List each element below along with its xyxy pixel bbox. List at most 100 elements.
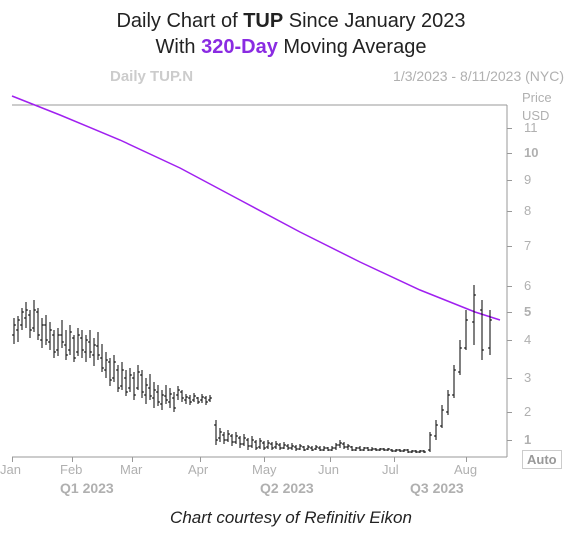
ohlc-bar <box>250 436 254 448</box>
ohlc-bar <box>128 368 132 392</box>
ohlc-bar <box>192 393 196 402</box>
yaxis-tick: 11 <box>524 120 538 135</box>
ohlc-bar <box>330 446 334 451</box>
ohlc-bar <box>184 394 188 404</box>
ohlc-bar <box>136 365 140 390</box>
ohlc-bar <box>200 394 204 403</box>
ohlc-bar <box>172 392 176 412</box>
ohlc-bar <box>390 449 394 452</box>
ohlc-bar <box>464 310 468 350</box>
plot-svg <box>0 0 520 470</box>
ohlc-bar <box>24 302 28 328</box>
ohlc-bar <box>318 446 322 451</box>
ohlc-bar <box>346 444 350 450</box>
ohlc-bar <box>472 285 476 345</box>
ohlc-bar <box>458 340 462 375</box>
ohlc-bar <box>278 443 282 450</box>
moving-average-line <box>12 96 500 320</box>
ohlc-bar <box>242 434 246 446</box>
ohlc-bar <box>108 358 112 386</box>
ohlc-bar <box>56 328 60 356</box>
ohlc-bar <box>168 388 172 408</box>
yaxis-tick: 6 <box>524 278 531 293</box>
ohlc-bar <box>238 436 242 448</box>
ohlc-bar <box>418 450 422 453</box>
ohlc-bar <box>374 448 378 451</box>
ohlc-bar <box>148 374 152 400</box>
ohlc-bar <box>254 440 258 450</box>
auto-scale-label: Auto <box>522 450 562 469</box>
yaxis-tick: 1 <box>524 432 531 447</box>
ohlc-bar <box>322 446 326 451</box>
xaxis-quarter-label: Q2 2023 <box>260 480 314 496</box>
ohlc-bar <box>382 448 386 451</box>
ohlc-bar <box>132 372 136 400</box>
ohlc-bar <box>326 447 330 451</box>
ohlc-bar <box>226 430 230 442</box>
ohlc-bar <box>452 365 456 398</box>
ohlc-bar <box>394 449 398 452</box>
ohlc-bar <box>234 432 238 444</box>
ohlc-bar <box>120 362 124 390</box>
yaxis-tick: 10 <box>524 145 538 160</box>
ohlc-bar <box>302 446 306 451</box>
ohlc-bar <box>20 308 24 330</box>
ohlc-bar <box>76 328 80 356</box>
ohlc-bar <box>266 440 270 449</box>
ohlc-bar <box>84 335 88 362</box>
ohlc-bar <box>406 449 410 453</box>
ohlc-bar <box>104 352 108 378</box>
ohlc-bar <box>314 445 318 450</box>
yaxis-tick: 3 <box>524 370 531 385</box>
ohlc-bar <box>188 395 192 405</box>
xaxis-quarter-label: Q1 2023 <box>60 480 114 496</box>
ohlc-bar <box>422 450 426 453</box>
ohlc-bar <box>156 385 160 406</box>
ohlc-bar <box>410 450 414 453</box>
ohlc-bar <box>398 449 402 452</box>
ohlc-bar <box>230 434 234 446</box>
ohlc-bar <box>386 448 390 451</box>
ohlc-bar <box>440 405 444 428</box>
ohlc-bar <box>96 332 100 360</box>
ohlc-bar <box>176 386 180 400</box>
yaxis-tick: 5 <box>524 304 531 319</box>
ohlc-bar <box>414 450 418 453</box>
ohlc-bar <box>204 396 208 405</box>
ohlc-bar <box>282 442 286 449</box>
ohlc-bar <box>92 338 96 366</box>
ohlc-bar <box>112 355 116 382</box>
ohlc-bar <box>180 390 184 402</box>
ohlc-bar <box>214 420 218 445</box>
ohlc-bar <box>270 442 274 450</box>
ohlc-bar <box>402 449 406 452</box>
ohlc-bar <box>60 320 64 348</box>
chart-caption: Chart courtesy of Refinitiv Eikon <box>0 508 582 528</box>
ohlc-bar <box>196 397 200 404</box>
yaxis-tick: 8 <box>524 203 531 218</box>
ohlc-bar <box>446 390 450 415</box>
ohlc-bar <box>52 330 56 358</box>
ohlc-bar <box>80 330 84 358</box>
ohlc-bar <box>64 330 68 360</box>
ohlc-bar <box>366 447 370 451</box>
ohlc-bar <box>12 318 16 344</box>
xaxis-quarter-label: Q3 2023 <box>410 480 464 496</box>
yaxis-tick: 9 <box>524 172 531 187</box>
ohlc-bar <box>480 300 484 360</box>
ohlc-bar <box>218 428 222 442</box>
ohlc-bar <box>160 390 164 410</box>
ohlc-bar <box>274 441 278 449</box>
ohlc-bar <box>262 441 266 450</box>
ohlc-bar <box>100 344 104 372</box>
ohlc-bar <box>140 370 144 398</box>
ohlc-bar <box>48 322 52 350</box>
ohlc-bar <box>36 308 40 340</box>
ohlc-bar <box>298 444 302 450</box>
yaxis-tick: 2 <box>524 404 531 419</box>
ohlc-bar <box>428 432 432 452</box>
ohlc-bar <box>124 370 128 396</box>
ohlc-bar <box>290 443 294 450</box>
ohlc-bar <box>208 395 212 402</box>
ohlc-bar <box>350 446 354 451</box>
